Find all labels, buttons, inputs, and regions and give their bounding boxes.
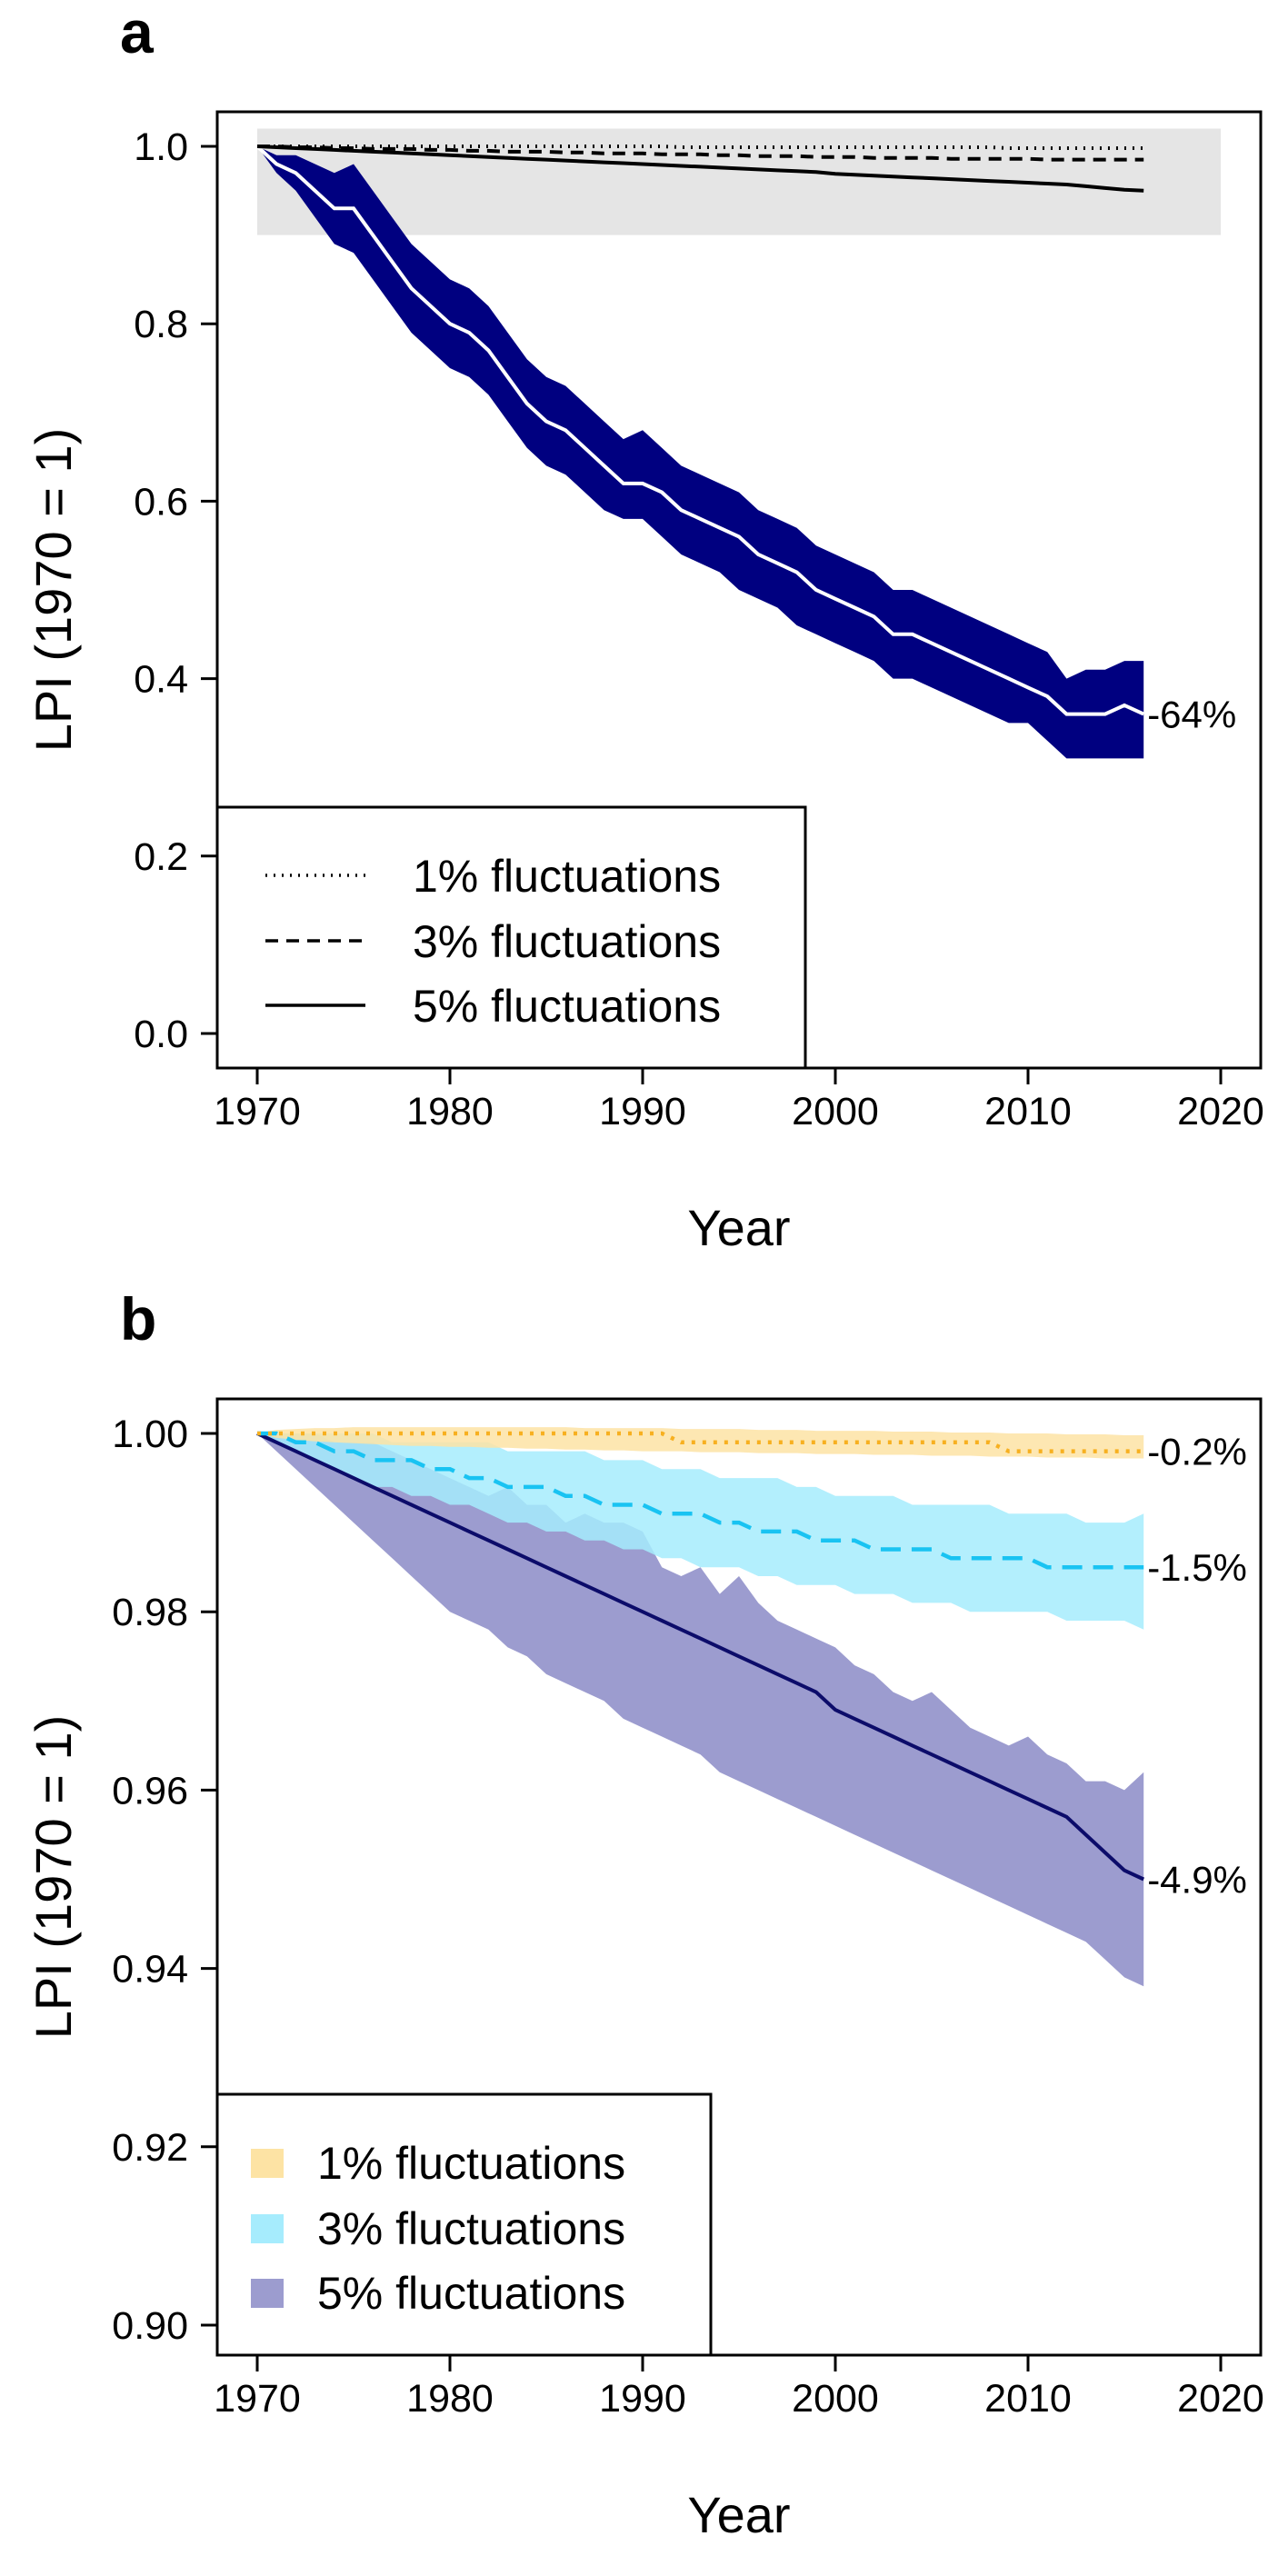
y-tick-label: 0.6 — [134, 480, 188, 524]
panel-a-uncertainty-ribbon — [257, 146, 1144, 759]
panel-b-end-label-1pct: -0.2% — [1147, 1431, 1247, 1473]
legend-a-label-1pct: 1% fluctuations — [413, 851, 721, 902]
panel-a-plot-area — [255, 128, 1221, 759]
panel-b-end-label-5pct: -4.9% — [1147, 1859, 1247, 1902]
x-tick-label: 1990 — [599, 1090, 686, 1133]
legend-b-label-3pct: 3% fluctuations — [317, 2203, 625, 2254]
panel-a-line-5pct — [256, 145, 1144, 193]
panel-a-x-title: Year — [687, 1199, 790, 1256]
y-tick-label: 1.0 — [134, 125, 188, 169]
y-tick-label: 0.90 — [112, 2304, 188, 2348]
x-tick-label: 1980 — [406, 2377, 494, 2421]
x-tick-label: 1970 — [214, 2377, 301, 2421]
x-tick-label: 1980 — [406, 1090, 494, 1133]
x-tick-label: 2010 — [984, 2377, 1072, 2421]
panel-b-letter: b — [120, 1285, 156, 1353]
x-tick-label: 2000 — [792, 2377, 879, 2421]
y-tick-label: 0.92 — [112, 2126, 188, 2170]
x-tick-label: 2020 — [1177, 1090, 1264, 1133]
legend-b-label-5pct: 5% fluctuations — [317, 2268, 625, 2319]
panel-b-legend-box — [215, 2092, 713, 2357]
y-tick-label: 0.8 — [134, 303, 188, 346]
x-tick-label: 1990 — [599, 2377, 686, 2421]
panel-a-line-1pct — [257, 145, 1144, 150]
y-tick-label: 0.94 — [112, 1948, 188, 1992]
panel-b-y-title: LPI (1970 = 1) — [25, 1715, 82, 2039]
panel-a-legend-box — [215, 805, 807, 1070]
panel-b-x-title: Year — [687, 2486, 790, 2543]
panel-a-null-band — [257, 128, 1221, 235]
y-tick-label: 0.2 — [134, 835, 188, 879]
panel-a-line-3pct — [257, 145, 1144, 162]
panel-b-end-label-3pct: -1.5% — [1147, 1546, 1247, 1589]
y-tick-label: 0.0 — [134, 1013, 188, 1056]
panel-b-band-3pct — [257, 1433, 1144, 1630]
x-tick-label: 2020 — [1177, 2377, 1264, 2421]
panel-b: b 1970 1980 1990 2000 2010 2020 0.90 0.92 0.94 0.… — [25, 1285, 1264, 2543]
panel-a-end-label: -64% — [1147, 694, 1236, 736]
legend-b-swatch-3pct — [251, 2214, 284, 2243]
legend-b-swatch-1pct — [251, 2149, 284, 2178]
panel-a-legend: 1% fluctuations 3% fluctuations 5% fluct… — [215, 805, 807, 1070]
panel-a-y-title: LPI (1970 = 1) — [25, 428, 82, 752]
panel-b-legend: 1% fluctuations 3% fluctuations 5% fluct… — [215, 2092, 713, 2357]
panel-b-plot-area — [256, 1427, 1145, 1987]
panel-b-band-5pct — [257, 1433, 1144, 1987]
legend-a-label-3pct: 3% fluctuations — [413, 916, 721, 967]
legend-b-swatch-5pct — [251, 2279, 284, 2308]
x-tick-label: 2010 — [984, 1090, 1072, 1133]
y-tick-label: 0.98 — [112, 1591, 188, 1634]
panel-b-frame — [215, 1397, 1263, 2357]
panel-a-trend-line — [255, 145, 1145, 716]
x-tick-label: 1970 — [214, 1090, 301, 1133]
panel-b-axes: 1970 1980 1990 2000 2010 2020 0.90 0.92 0.94 0.96… — [112, 1413, 1264, 2421]
panel-a-letter: a — [120, 0, 155, 65]
panel-a-axes: 1970 1980 1990 2000 2010 2020 0.0 0.2 0.4 0.6 0.8 1… — [134, 125, 1264, 1133]
y-tick-label: 0.4 — [134, 658, 188, 702]
panel-a: a 1970 1980 1990 2000 2010 2020 0.0 0.2 0.4 0.6 0.… — [25, 0, 1264, 1256]
y-tick-label: 0.96 — [112, 1769, 188, 1812]
panel-b-line-5pct — [256, 1432, 1145, 1882]
legend-b-label-1pct: 1% fluctuations — [317, 2138, 625, 2189]
legend-a-label-5pct: 5% fluctuations — [413, 981, 721, 1032]
y-tick-label: 1.00 — [112, 1413, 188, 1456]
x-tick-label: 2000 — [792, 1090, 879, 1133]
